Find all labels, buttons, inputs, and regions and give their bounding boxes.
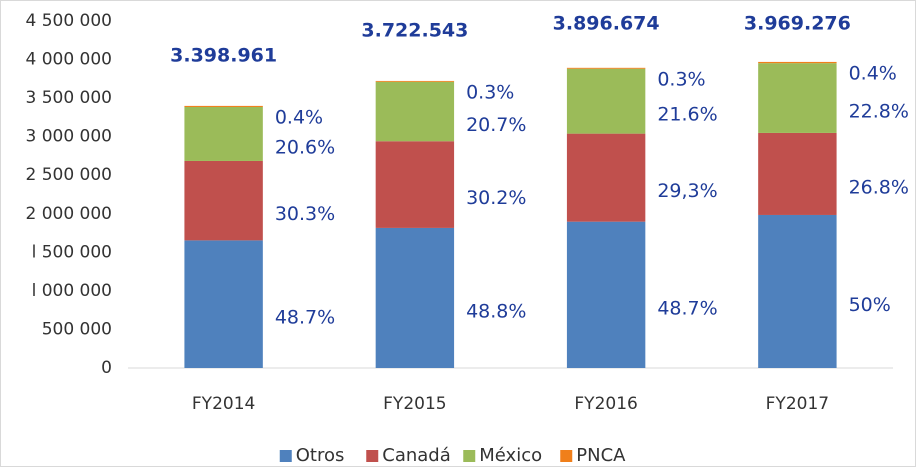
- share-label: 48.7%: [657, 297, 717, 319]
- y-tick-label: 4 000 000: [25, 50, 112, 70]
- share-label: 48.7%: [275, 307, 335, 329]
- total-label: 3.722.543: [361, 19, 468, 41]
- bar-segment: [184, 240, 263, 368]
- bar-segment: [375, 227, 455, 368]
- legend-swatch: [279, 450, 292, 462]
- share-label: 22.8%: [849, 101, 909, 123]
- bar-segment: [566, 68, 646, 134]
- bar-segment: [184, 105, 263, 107]
- bar-segment: [375, 141, 455, 228]
- bar-segment: [375, 81, 455, 142]
- legend-swatch: [463, 450, 476, 462]
- legend-label: PNCA: [576, 445, 626, 466]
- x-tick-label: FY2017: [766, 394, 829, 414]
- y-tick-label: 2 000 000: [25, 204, 112, 224]
- bar-segment: [566, 67, 646, 69]
- legend-label: Canadá: [382, 445, 451, 466]
- y-tick-label: l 000 000: [32, 281, 112, 301]
- share-label: 0.4%: [275, 106, 323, 128]
- legend-swatch: [366, 450, 379, 462]
- y-tick-label: 2 500 000: [25, 165, 112, 185]
- y-tick-label: 3 500 000: [25, 88, 112, 108]
- bar-segment: [184, 106, 263, 161]
- x-tick-label: FY2015: [383, 394, 446, 414]
- share-label: 29,3%: [657, 180, 717, 202]
- y-tick-label: l 500 000: [32, 242, 112, 262]
- legend-swatch: [560, 450, 573, 462]
- share-label: 30.3%: [275, 203, 335, 225]
- total-label: 3.398.961: [170, 44, 277, 66]
- share-label: 0.3%: [466, 81, 514, 103]
- share-label: 50%: [849, 294, 891, 316]
- share-label: 48.8%: [466, 300, 526, 322]
- x-tick-label: FY2016: [574, 394, 637, 414]
- bar-segment: [184, 160, 263, 241]
- bar-segment: [758, 61, 837, 64]
- share-label: 21.6%: [657, 104, 717, 126]
- share-label: 30.2%: [466, 187, 526, 209]
- bar-segment: [566, 221, 646, 368]
- legend-label: México: [479, 445, 542, 466]
- share-label: 0.4%: [849, 62, 897, 84]
- y-tick-label: 0: [101, 358, 112, 378]
- y-tick-label: 500 000: [42, 319, 112, 339]
- bar-segment: [758, 63, 837, 133]
- bar-segment: [375, 80, 455, 82]
- total-label: 3.896.674: [553, 13, 660, 35]
- share-label: 26.8%: [849, 176, 909, 198]
- bar-segment: [758, 214, 837, 368]
- bar-segment: [566, 133, 646, 222]
- share-label: 0.3%: [657, 68, 705, 90]
- bar-segment: [758, 132, 837, 215]
- total-label: 3.969.276: [744, 13, 851, 35]
- share-label: 20.7%: [466, 114, 526, 136]
- legend-label: Otros: [296, 445, 345, 466]
- x-tick-label: FY2014: [192, 394, 255, 414]
- share-label: 20.6%: [275, 136, 335, 158]
- y-tick-label: 3 000 000: [25, 127, 112, 147]
- y-tick-label: 4 500 000: [25, 11, 112, 31]
